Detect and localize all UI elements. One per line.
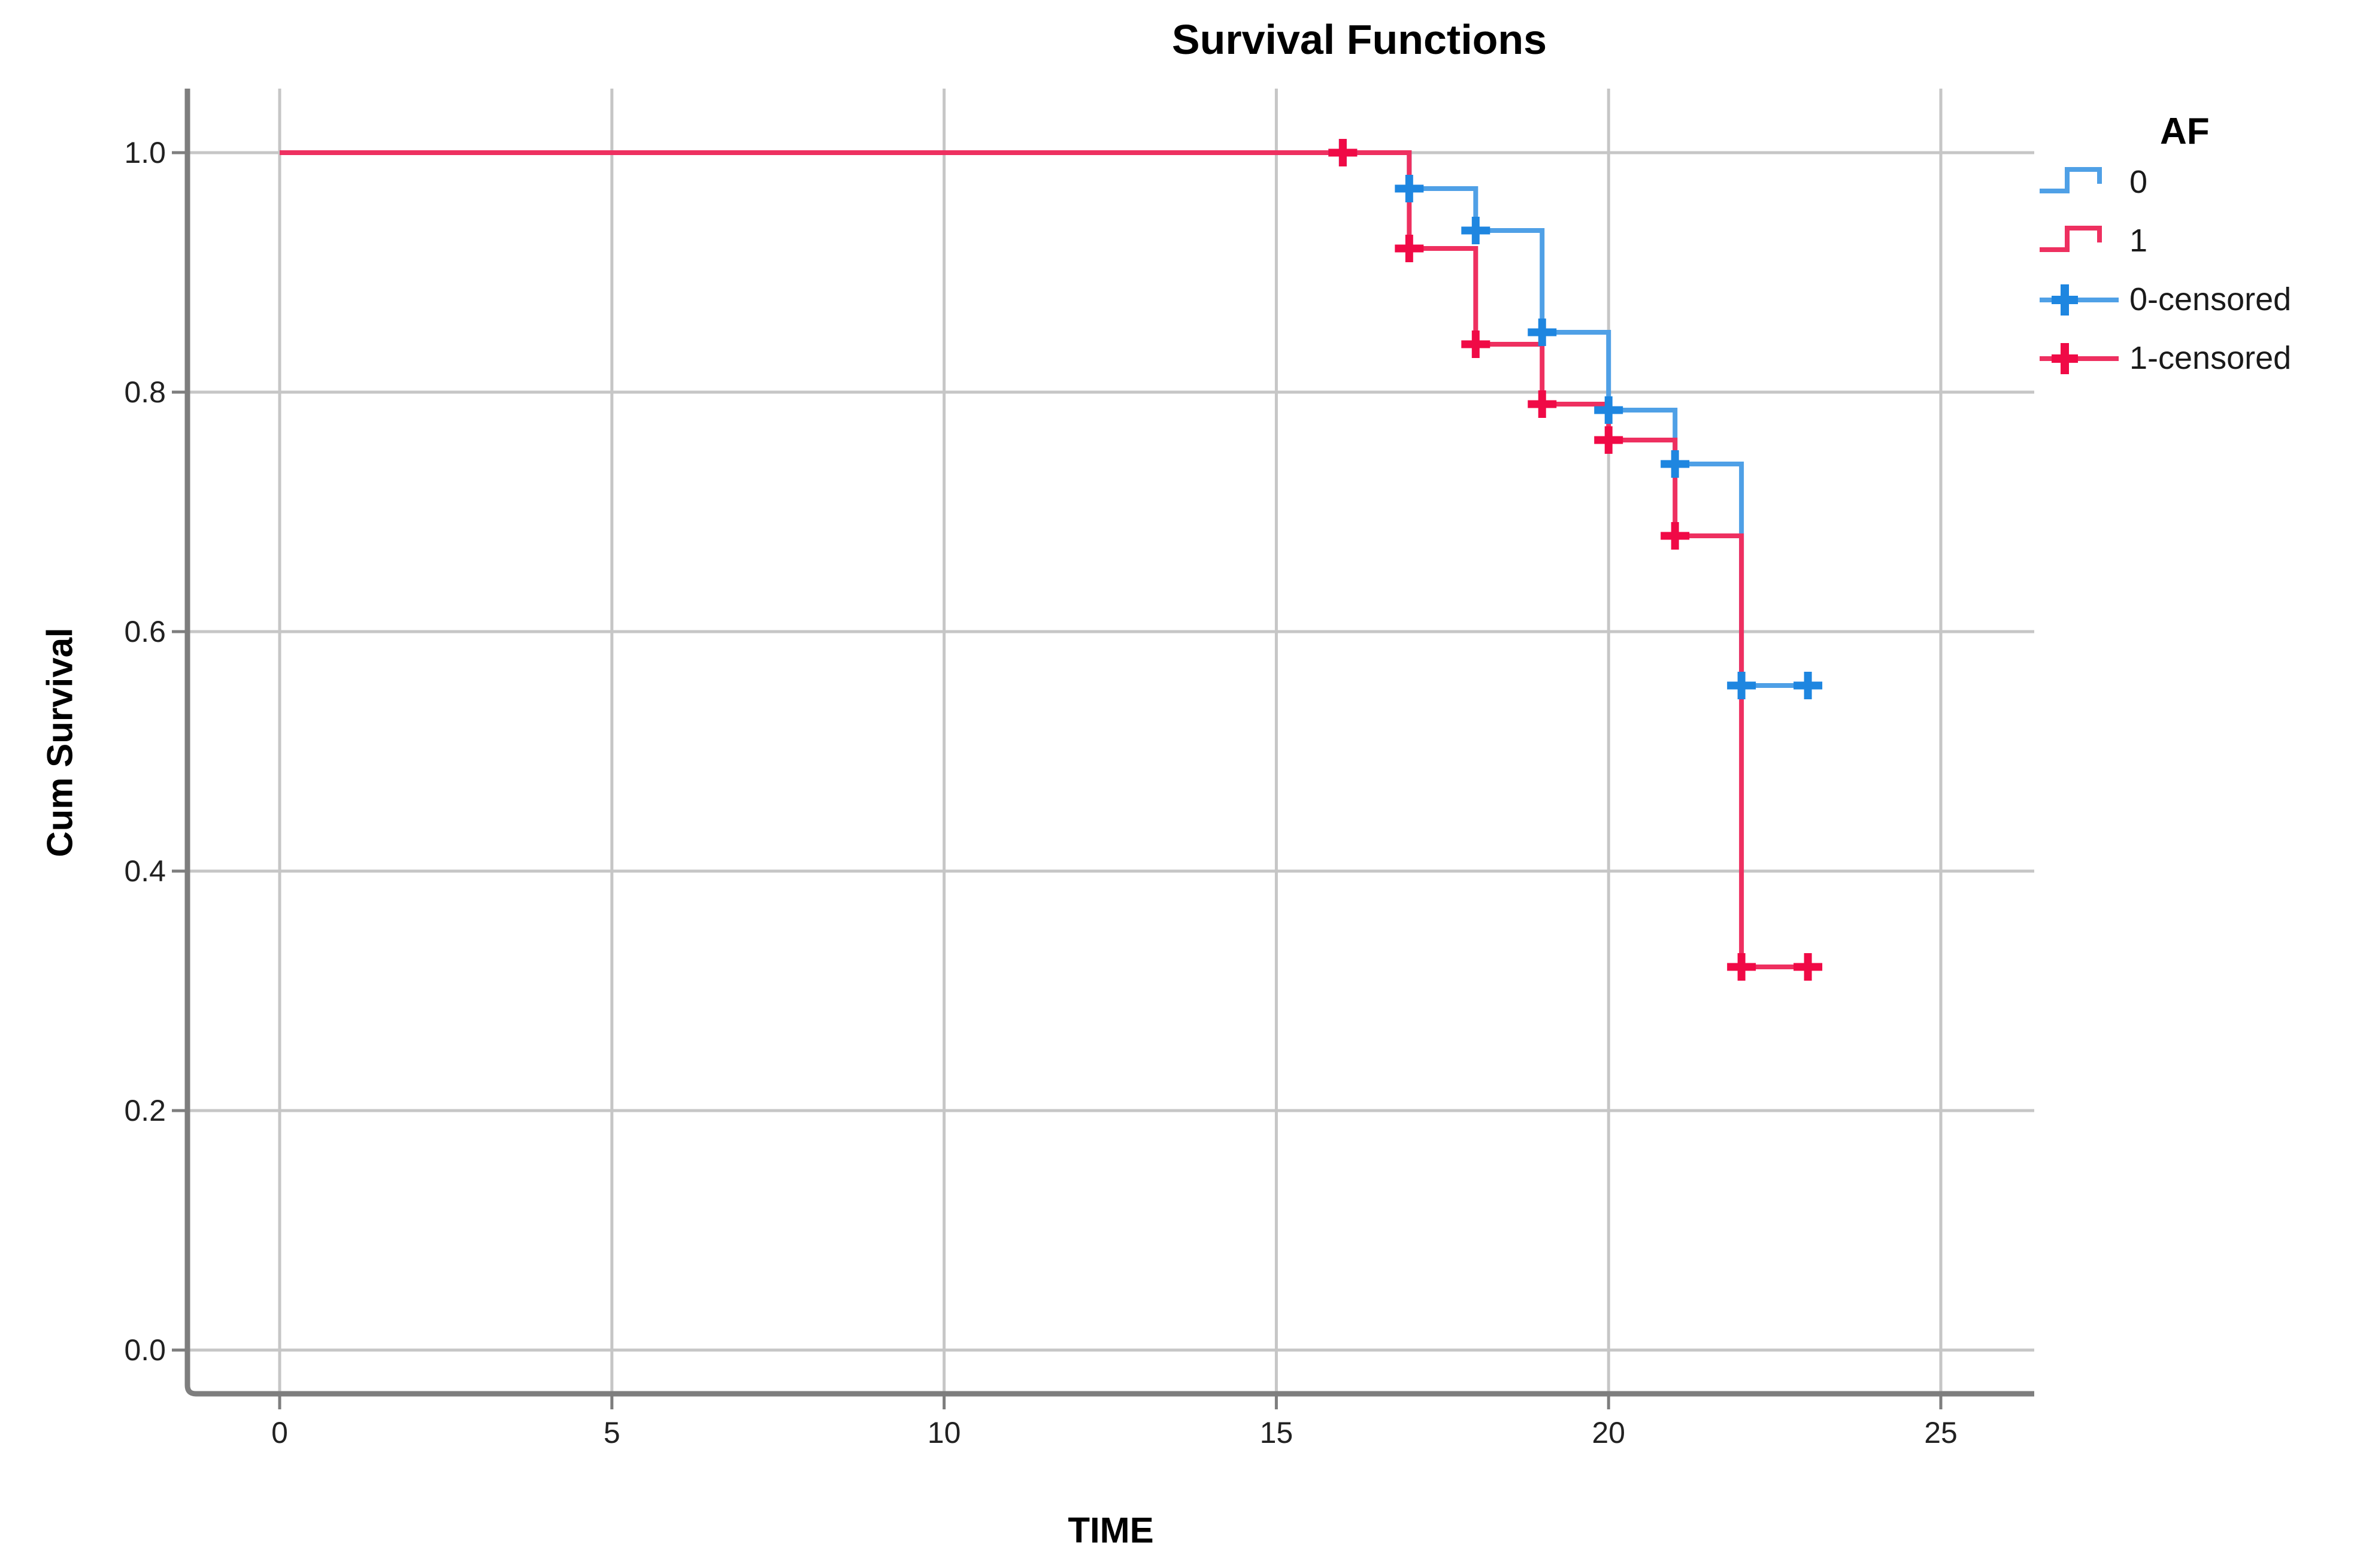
x-tick-label: 25: [1924, 1416, 1958, 1449]
legend-title: AF: [2160, 111, 2210, 152]
step-line-icon: [2040, 226, 2102, 252]
censor-mark-group-0: [1395, 175, 1424, 202]
censor-mark-group-0: [1461, 217, 1490, 244]
legend-item-label: 1: [2129, 223, 2148, 259]
y-tick-label: 0.4: [124, 854, 166, 888]
censor-mark-group-1: [1661, 522, 1690, 550]
legend-item-label: 0: [2129, 164, 2148, 200]
x-tick-label: 0: [271, 1416, 288, 1449]
legend: AF 0 1 0-censored 1-censored: [2037, 90, 2357, 387]
censor-plus-icon: [2040, 343, 2119, 374]
censor-mark-group-0: [1727, 672, 1756, 699]
censor-mark-group-0: [1528, 319, 1557, 346]
step-line-icon: [2040, 167, 2102, 193]
legend-item-group-0: 0: [2037, 153, 2357, 211]
x-tick-label: 10: [927, 1416, 961, 1449]
censor-mark-group-1: [1727, 953, 1756, 981]
legend-item-censored-1: 1-censored: [2037, 329, 2357, 387]
chart-title: Survival Functions: [1171, 16, 1547, 63]
censor-mark-group-1: [1528, 390, 1557, 418]
y-axis-title: Cum Survival: [40, 627, 80, 857]
censor-mark-group-1: [1793, 953, 1823, 981]
y-tick-label: 0.6: [124, 615, 166, 648]
axis-frame: [184, 89, 2034, 1397]
survival-curve-group-1: [280, 150, 1808, 969]
censor-mark-group-0: [1594, 396, 1623, 424]
x-tick-label: 5: [603, 1416, 620, 1449]
legend-item-label: 0-censored: [2129, 281, 2292, 317]
censor-mark-group-0: [1793, 672, 1823, 699]
censor-mark-group-1: [1461, 330, 1490, 358]
x-tick-label: 15: [1259, 1416, 1293, 1449]
y-tick-label: 0.8: [124, 375, 166, 409]
censor-mark-group-1: [1594, 426, 1623, 454]
censor-plus-icon: [2040, 284, 2119, 316]
x-tick-label: 20: [1592, 1416, 1625, 1449]
y-tick-label: 1.0: [124, 136, 166, 169]
y-tick-label: 0.0: [124, 1333, 166, 1367]
survival-curve-group-0: [280, 150, 1808, 688]
censor-mark-group-1: [1328, 139, 1358, 166]
y-tick-label: 0.2: [124, 1094, 166, 1127]
x-axis-title: TIME: [1068, 1510, 1154, 1551]
legend-item-label: 1-censored: [2129, 340, 2292, 376]
legend-item-group-1: 1: [2037, 211, 2357, 270]
censor-mark-group-0: [1661, 450, 1690, 478]
legend-item-censored-0: 0-censored: [2037, 270, 2357, 329]
censor-mark-group-1: [1395, 235, 1424, 262]
